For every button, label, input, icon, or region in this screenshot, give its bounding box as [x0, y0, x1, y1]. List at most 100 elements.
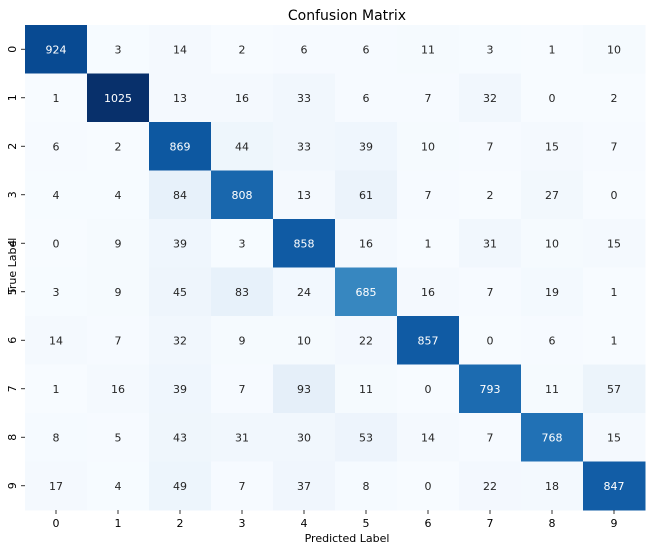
heatmap-cell-0-8: [521, 25, 584, 74]
heatmap-cell-2-8: [521, 122, 584, 171]
heatmap-cell-5-5: [335, 267, 398, 317]
heatmap-cell-6-2: [149, 316, 212, 365]
cell-value-label-3-5: 61: [359, 189, 373, 202]
cell-value-label-3-1: 4: [115, 189, 122, 202]
x-tick-label-7: 7: [487, 517, 494, 530]
heatmap-cell-8-5: [335, 413, 398, 462]
heatmap-cell-9-7: [459, 461, 522, 511]
y-tick-label-5: 5: [6, 288, 19, 295]
heatmap-cells: 924 3 14 2 6 6 11 3 1 101 1025 13 16 33 6 7 32 0 26 2 869 44 3…: [25, 25, 646, 511]
cell-value-label-2-4: 33: [297, 140, 311, 153]
heatmap-cell-4-9: [583, 219, 646, 268]
cell-value-label-1-3: 16: [235, 92, 249, 105]
heatmap-cell-3-8: [521, 170, 584, 220]
heatmap-cell-7-3: [211, 364, 274, 414]
cell-value-label-8-5: 53: [359, 431, 373, 444]
cell-value-label-5-7: 7: [487, 286, 494, 299]
heatmap-cell-6-9: [583, 316, 646, 365]
heatmap-cell-1-6: [397, 73, 460, 123]
heatmap-cell-9-5: [335, 461, 398, 511]
heatmap-cell-7-2: [149, 364, 212, 414]
heatmap-cell-5-3: [211, 267, 274, 317]
cell-value-label-7-3: 7: [239, 383, 246, 396]
heatmap-cell-1-2: [149, 73, 212, 123]
heatmap-cell-3-2: [149, 170, 212, 220]
heatmap-cell-5-6: [397, 267, 460, 317]
cell-value-label-0-4: 6: [301, 43, 308, 56]
cell-value-label-5-9: 1: [611, 286, 618, 299]
heatmap-cell-4-4: [273, 219, 336, 268]
cell-value-label-0-0: 924: [46, 43, 67, 56]
cell-value-label-1-1: 1025: [104, 92, 132, 105]
heatmap-cell-1-5: [335, 73, 398, 123]
heatmap-cell-5-9: [583, 267, 646, 317]
heatmap-cell-8-8: [521, 413, 584, 462]
cell-value-label-8-1: 5: [115, 431, 122, 444]
cell-value-label-4-7: 31: [483, 237, 497, 250]
heatmap-cell-1-7: [459, 73, 522, 123]
heatmap-cell-1-0: [25, 73, 88, 123]
cell-value-label-8-6: 14: [421, 431, 435, 444]
heatmap-cell-0-5: [335, 25, 398, 74]
heatmap-cell-8-4: [273, 413, 336, 462]
heatmap-cell-0-6: [397, 25, 460, 74]
heatmap-cell-3-5: [335, 170, 398, 220]
heatmap-cell-0-7: [459, 25, 522, 74]
cell-value-label-7-0: 1: [53, 383, 60, 396]
heatmap-cell-2-3: [211, 122, 274, 171]
cell-value-label-9-1: 4: [115, 480, 122, 493]
cell-value-label-1-8: 0: [549, 92, 556, 105]
cell-value-label-4-6: 1: [425, 237, 432, 250]
cell-value-label-5-8: 19: [545, 286, 559, 299]
heatmap-cell-6-4: [273, 316, 336, 365]
heatmap-cell-8-6: [397, 413, 460, 462]
heatmap-cell-0-2: [149, 25, 212, 74]
heatmap-cell-6-7: [459, 316, 522, 365]
cell-value-label-4-1: 9: [115, 237, 122, 250]
cell-value-label-6-6: 857: [418, 334, 439, 347]
cell-value-label-7-6: 0: [425, 383, 432, 396]
cell-value-label-6-8: 6: [549, 334, 556, 347]
heatmap-cell-7-9: [583, 364, 646, 414]
cell-value-label-5-3: 83: [235, 286, 249, 299]
cell-value-label-2-9: 7: [611, 140, 618, 153]
heatmap-cell-3-0: [25, 170, 88, 220]
cell-value-label-2-2: 869: [170, 140, 191, 153]
cell-value-label-3-6: 7: [425, 189, 432, 202]
cell-value-label-4-9: 15: [607, 237, 621, 250]
cell-value-label-9-8: 18: [545, 480, 559, 493]
heatmap-cell-0-0: [25, 25, 88, 74]
cell-value-label-8-4: 30: [297, 431, 311, 444]
y-tick-label-2: 2: [6, 143, 19, 150]
heatmap-cell-2-1: [87, 122, 150, 171]
heatmap-cell-9-9: [583, 461, 646, 511]
y-axis-ticks: 0 1 2 3 4 5 6 7 8 9: [6, 46, 25, 489]
heatmap-cell-5-2: [149, 267, 212, 317]
cell-value-label-5-2: 45: [173, 286, 187, 299]
heatmap-cell-4-1: [87, 219, 150, 268]
x-tick-label-0: 0: [53, 517, 60, 530]
heatmap-cell-9-8: [521, 461, 584, 511]
heatmap-cell-8-7: [459, 413, 522, 462]
cell-value-label-4-5: 16: [359, 237, 373, 250]
y-axis-label: True Label: [6, 238, 19, 296]
heatmap-cell-2-4: [273, 122, 336, 171]
heatmap-cell-4-0: [25, 219, 88, 268]
cell-value-label-8-3: 31: [235, 431, 249, 444]
x-tick-label-3: 3: [239, 517, 246, 530]
heatmap-cell-7-8: [521, 364, 584, 414]
cell-value-label-6-5: 22: [359, 334, 373, 347]
cell-value-label-2-0: 6: [53, 140, 60, 153]
cell-value-label-1-2: 13: [173, 92, 187, 105]
heatmap-cell-3-6: [397, 170, 460, 220]
cell-value-label-1-5: 6: [363, 92, 370, 105]
cell-value-label-3-4: 13: [297, 189, 311, 202]
heatmap-cell-8-1: [87, 413, 150, 462]
x-tick-label-1: 1: [115, 517, 122, 530]
cell-value-label-0-8: 1: [549, 43, 556, 56]
heatmap-cell-7-7: [459, 364, 522, 414]
cell-value-label-0-3: 2: [239, 43, 246, 56]
cell-value-label-7-4: 93: [297, 383, 311, 396]
x-tick-label-9: 9: [611, 517, 618, 530]
